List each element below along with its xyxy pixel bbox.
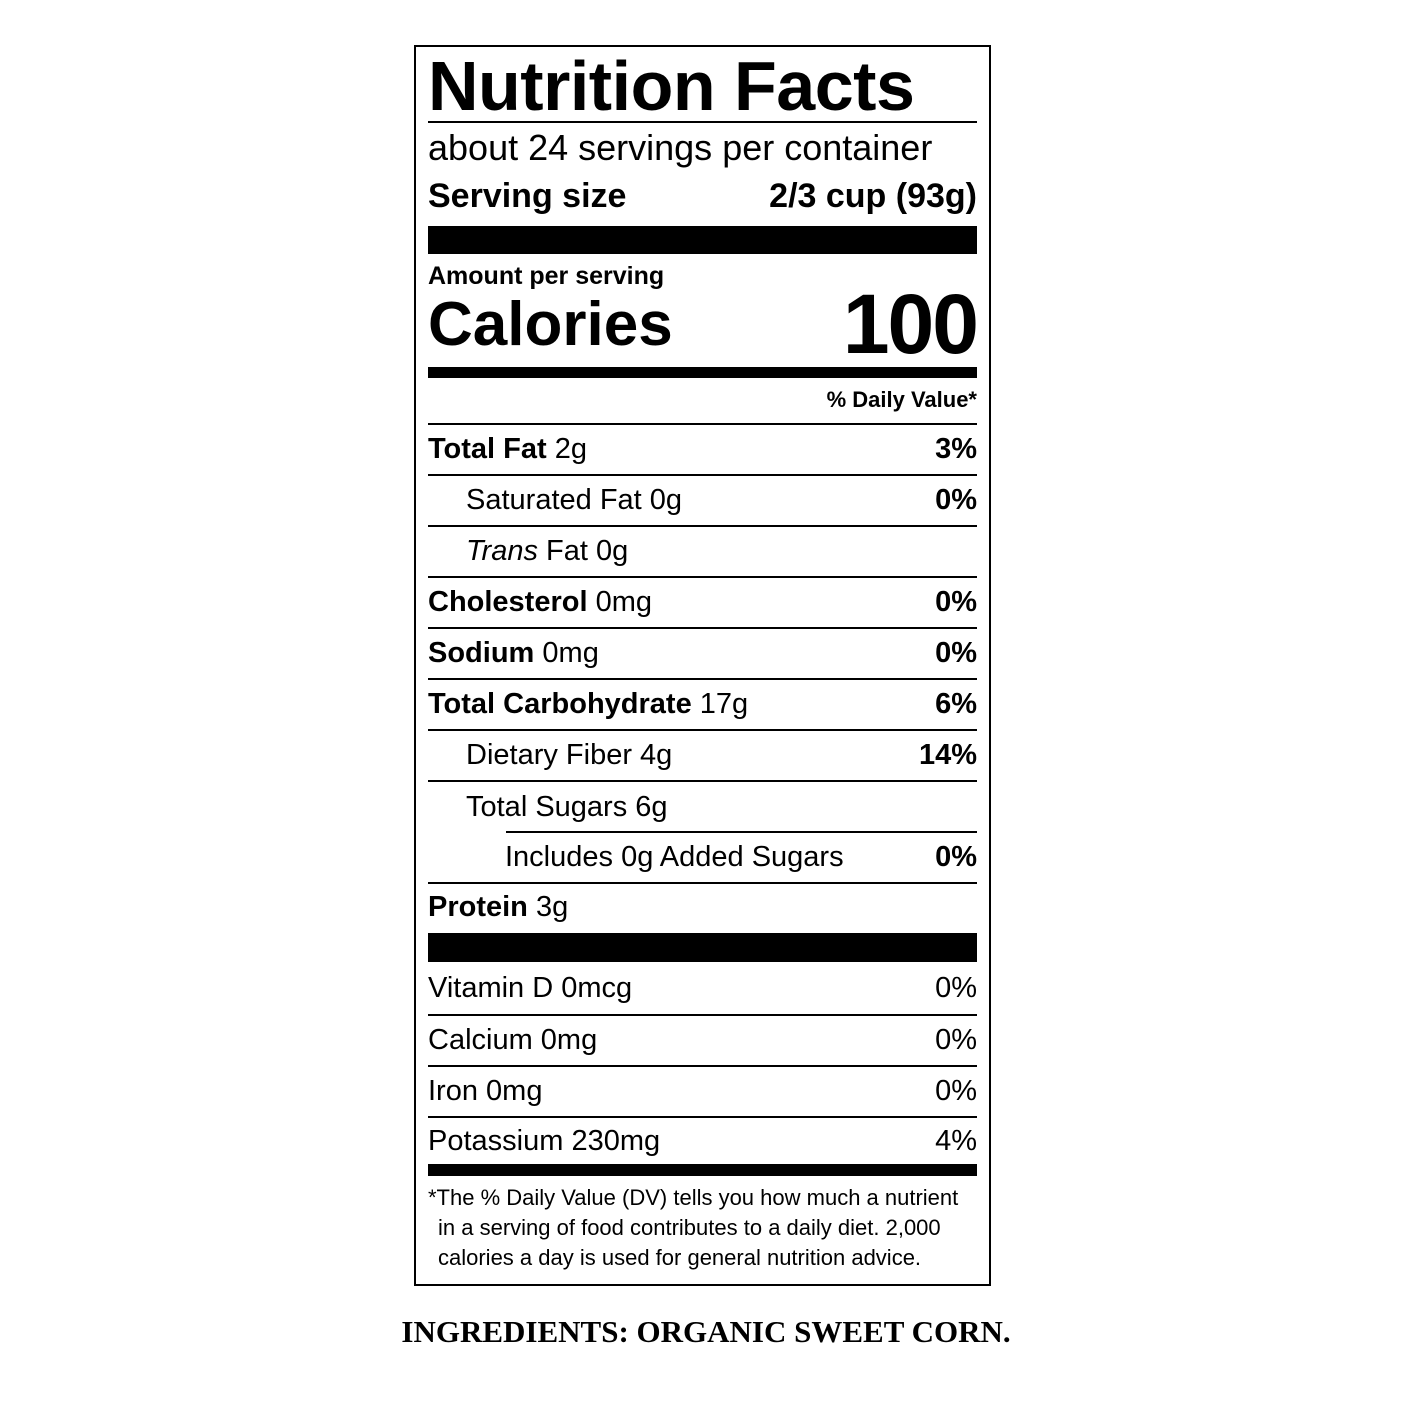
- vitamin-dv: 0%: [935, 1024, 977, 1056]
- nutrient-dv: 6%: [935, 688, 977, 720]
- calories-label: Calories: [428, 289, 673, 359]
- vitamin-list: Vitamin D 0mcg 0% Calcium 0mg 0% Iron 0m…: [428, 962, 977, 1164]
- serving-size-label: Serving size: [428, 176, 627, 215]
- vitamin-name: Vitamin D 0mcg: [428, 971, 633, 1004]
- medium-divider: [428, 367, 977, 378]
- nutrient-amount: 0mg: [542, 637, 599, 669]
- nutrient-dv: 0%: [935, 586, 977, 618]
- nutrient-row-dietary-fiber: Dietary Fiber 4g 14%: [428, 731, 977, 782]
- nutrient-amount: 2g: [554, 433, 588, 465]
- nutrient-row-sodium: Sodium 0mg 0%: [428, 629, 977, 680]
- nutrient-amount: 17g: [699, 688, 749, 720]
- nutrient-name: Protein: [428, 891, 528, 923]
- vitamin-dv: 0%: [935, 971, 977, 1004]
- divider: [428, 121, 977, 123]
- nutrient-name: Cholesterol: [428, 586, 588, 618]
- nutrient-row-total-sugars: Total Sugars 6g: [428, 782, 977, 833]
- footnote-line: *The % Daily Value (DV) tells you how mu…: [428, 1185, 959, 1210]
- nutrient-row-cholesterol: Cholesterol 0mg 0%: [428, 578, 977, 629]
- vitamin-name: Calcium 0mg: [428, 1024, 598, 1056]
- nutrient-dv: 0%: [935, 637, 977, 669]
- nutrient-name: Total Carbohydrate: [428, 688, 692, 720]
- thick-divider: [428, 933, 977, 962]
- nutrient-name-prefix: Trans: [466, 535, 538, 567]
- vitamin-dv: 0%: [935, 1075, 977, 1107]
- label-title: Nutrition Facts: [428, 47, 915, 125]
- nutrient-amount: 3g: [535, 891, 569, 923]
- medium-divider: [428, 1164, 977, 1176]
- nutrient-name: Includes 0g Added Sugars: [505, 841, 844, 873]
- vitamin-row-iron: Iron 0mg 0%: [428, 1067, 977, 1118]
- nutrient-name: Fat 0g: [537, 535, 629, 567]
- nutrient-amount: 0mg: [595, 586, 653, 618]
- nutrient-row-total-carbohydrate: Total Carbohydrate 17g 6%: [428, 680, 977, 731]
- daily-value-header: % Daily Value*: [826, 387, 977, 412]
- servings-per-container: about 24 servings per container: [428, 127, 933, 168]
- footnote-line: in a serving of food contributes to a da…: [438, 1215, 941, 1240]
- nutrient-name: Saturated Fat 0g: [466, 484, 683, 516]
- thick-divider: [428, 226, 977, 254]
- serving-size-value: 2/3 cup (93g): [769, 176, 977, 215]
- footnote: *The % Daily Value (DV) tells you how mu…: [428, 1183, 977, 1273]
- calories-value: 100: [842, 276, 979, 371]
- vitamin-name: Potassium 230mg: [428, 1124, 661, 1157]
- nutrient-name: Dietary Fiber 4g: [466, 739, 673, 771]
- nutrient-dv: 0%: [935, 841, 977, 873]
- nutrient-name: Sodium: [428, 637, 535, 669]
- vitamin-row-vitamin-d: Vitamin D 0mcg 0%: [428, 962, 977, 1016]
- vitamin-row-calcium: Calcium 0mg 0%: [428, 1016, 977, 1067]
- nutrient-name: Total Sugars 6g: [466, 791, 668, 823]
- nutrient-list: Total Fat 2g 3% Saturated Fat 0g 0% Tran…: [428, 425, 977, 931]
- nutrient-row-total-fat: Total Fat 2g 3%: [428, 425, 977, 476]
- divider: [428, 423, 977, 425]
- vitamin-name: Iron 0mg: [428, 1075, 543, 1107]
- nutrient-name: Total Fat: [428, 433, 547, 465]
- nutrient-row-saturated-fat: Saturated Fat 0g 0%: [428, 476, 977, 527]
- nutrient-row-protein: Protein 3g: [428, 884, 977, 931]
- calories-row: Calories 100: [428, 277, 979, 371]
- ingredients: INGREDIENTS: ORGANIC SWEET CORN.: [401, 1314, 1011, 1349]
- nutrient-dv: 14%: [918, 739, 977, 771]
- nutrient-row-added-sugars: Includes 0g Added Sugars 0%: [428, 833, 977, 884]
- vitamin-row-potassium: Potassium 230mg 4%: [428, 1118, 977, 1164]
- footnote-line: calories a day is used for general nutri…: [438, 1245, 922, 1270]
- nutrient-dv: 0%: [935, 484, 977, 516]
- nutrition-facts-panel: [414, 45, 991, 1286]
- nutrient-row-trans-fat: Trans Fat 0g: [428, 527, 977, 578]
- nutrient-dv: 3%: [935, 433, 977, 465]
- vitamin-dv: 4%: [935, 1124, 977, 1157]
- amount-per-serving: Amount per serving: [428, 262, 665, 290]
- serving-size-row: Serving size 2/3 cup (93g): [428, 172, 977, 220]
